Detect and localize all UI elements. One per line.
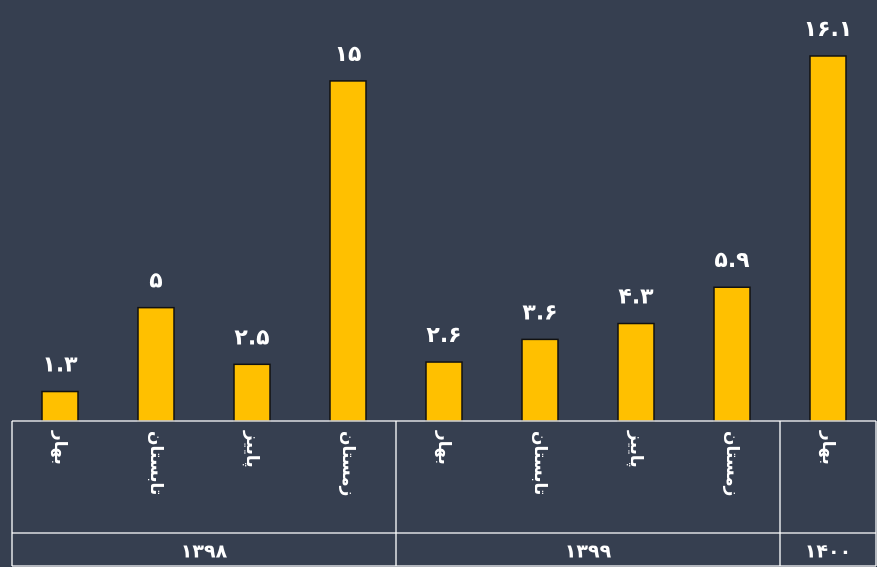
bar-5	[425, 361, 463, 422]
category-label-3: پاییز	[242, 430, 262, 468]
data-label-8: ۵.۹	[714, 248, 749, 273]
data-label-7: ۴.۳	[618, 285, 654, 310]
bar-7	[617, 322, 655, 422]
data-label-9: ۱۶.۱	[804, 17, 853, 42]
data-label-6: ۳.۶	[522, 300, 557, 325]
bar-8	[713, 286, 751, 422]
category-label-5: بهار	[434, 430, 454, 465]
category-axis	[11, 420, 877, 567]
category-label-2: تابستان	[146, 431, 166, 495]
group-label-3: ۱۴۰۰	[805, 541, 851, 563]
data-label-5: ۲.۶	[426, 323, 461, 348]
labels-layer: ۱.۳ بهار ۵ تابستان ۲.۵ پاییز ۱۵ زمستان ۲.۶ بهار ۳.…	[42, 17, 852, 563]
data-label-2: ۵	[149, 269, 162, 294]
bar-9	[809, 55, 847, 422]
bar-1	[41, 390, 79, 422]
group-label-2: ۱۳۹۹	[565, 541, 612, 563]
data-label-3: ۲.۵	[234, 325, 269, 350]
group-label-1: ۱۳۹۸	[181, 541, 228, 563]
category-label-8: زمستان	[722, 431, 742, 496]
category-label-7: پاییز	[626, 430, 646, 468]
category-label-4: زمستان	[338, 431, 358, 496]
bar-2	[137, 306, 175, 422]
category-label-1: بهار	[50, 430, 70, 465]
bar-3	[233, 363, 271, 422]
data-label-4: ۱۵	[335, 42, 362, 67]
bar-4	[329, 80, 367, 422]
category-label-9: بهار	[818, 430, 838, 465]
category-label-6: تابستان	[530, 431, 550, 495]
data-label-1: ۱.۳	[42, 353, 78, 378]
bar-6	[521, 338, 559, 422]
